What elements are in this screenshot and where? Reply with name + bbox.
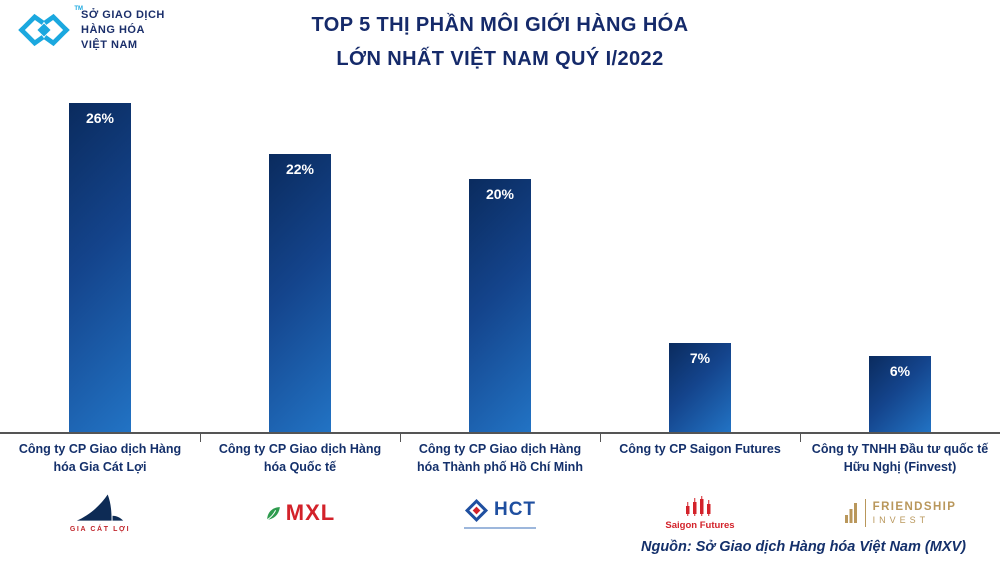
- bar-value-label: 7%: [689, 350, 711, 366]
- gia-cat-loi-wordmark: GIA CÁT LỢI: [69, 526, 131, 534]
- company-logos-row: GIA CÁT LỢI MXL HCT: [0, 480, 1000, 546]
- hct-wordmark: HCT: [493, 499, 537, 521]
- friendship-wordmark: FRIENDSHIP INVEST: [873, 501, 957, 525]
- bar-chart-plot-area: 26% 22% 20% 7% 6%: [0, 96, 1000, 432]
- mxv-diamond-icon: [18, 14, 70, 47]
- bar-column-2: 22%: [200, 154, 400, 432]
- x-axis: Công ty CP Giao dịch Hàng hóa Gia Cát Lợ…: [0, 432, 1000, 476]
- mxl-wordmark: MXL: [285, 500, 336, 526]
- bar-value-label: 6%: [889, 363, 911, 379]
- bar-saigon-futures: 7%: [669, 343, 731, 432]
- category-label-3: Công ty CP Giao dịch Hàng hóa Thành phố …: [417, 442, 583, 475]
- category-label-1: Công ty CP Giao dịch Hàng hóa Gia Cát Lợ…: [18, 442, 182, 475]
- mxv-brand-text: SỞ GIAO DỊCH HÀNG HÓA VIỆT NAM: [81, 8, 165, 53]
- friendship-line-2: INVEST: [872, 515, 930, 526]
- bar-column-4: 7%: [600, 343, 800, 432]
- mxv-brand-logo: TM SỞ GIAO DỊCH HÀNG HÓA VIỆT NAM: [16, 6, 165, 53]
- hct-tagline-rule: [464, 526, 536, 529]
- gia-cat-loi-logo: GIA CÁT LỢI: [0, 480, 200, 546]
- category-labels-row: Công ty CP Giao dịch Hàng hóa Gia Cát Lợ…: [0, 434, 1000, 476]
- brand-line-1: SỞ GIAO DỊCH: [81, 9, 165, 21]
- brand-line-3: VIỆT NAM: [81, 38, 138, 51]
- brand-line-2: HÀNG HÓA: [81, 23, 145, 36]
- friendship-divider: [864, 499, 866, 528]
- bar-quoc-te: 22%: [269, 154, 331, 432]
- friendship-bars-icon: [844, 503, 857, 524]
- bar-finvest: 6%: [869, 356, 931, 432]
- shark-fin-icon: [76, 494, 124, 521]
- mxl-logo: MXL: [200, 480, 400, 546]
- bar-hct: 20%: [469, 179, 531, 432]
- bar-value-label: 26%: [85, 110, 115, 126]
- category-label-2: Công ty CP Giao dịch Hàng hóa Quốc tế: [218, 442, 382, 475]
- trademark-mark: TM: [74, 6, 83, 13]
- category-label-5: Công ty TNHH Đầu tư quốc tế Hữu Nghị (Fi…: [811, 442, 989, 475]
- candlestick-chart-icon: [686, 495, 711, 516]
- hct-diamond-icon: [464, 498, 489, 522]
- friendship-line-1: FRIENDSHIP: [872, 501, 957, 514]
- bar-column-3: 20%: [400, 179, 600, 432]
- mxv-logo-icon: TM: [16, 6, 83, 51]
- bar-gia-cat-loi: 26%: [69, 103, 131, 432]
- hct-logo: HCT: [400, 480, 600, 546]
- saigon-futures-wordmark: Saigon Futures: [665, 519, 735, 531]
- friendship-invest-logo: FRIENDSHIP INVEST: [800, 480, 1000, 546]
- axis-tick: [400, 433, 401, 442]
- mxl-leaf-icon: [266, 506, 280, 521]
- axis-tick: [600, 433, 601, 442]
- bar-column-1: 26%: [0, 103, 200, 432]
- source-note: Nguồn: Sở Giao dịch Hàng hóa Việt Nam (M…: [641, 539, 966, 555]
- axis-tick: [800, 433, 801, 442]
- bar-value-label: 22%: [285, 161, 315, 177]
- bar-column-5: 6%: [800, 356, 1000, 432]
- axis-tick: [200, 433, 201, 442]
- category-label-4: Công ty CP Saigon Futures: [619, 442, 781, 456]
- chart-title: TOP 5 THỊ PHẦN MÔI GIỚI HÀNG HÓA LỚN NHẤ…: [0, 0, 1000, 96]
- saigon-futures-logo: Saigon Futures: [600, 480, 800, 546]
- chart-title-line-1: TOP 5 THỊ PHẦN MÔI GIỚI HÀNG HÓA: [311, 14, 689, 36]
- bar-value-label: 20%: [485, 186, 515, 202]
- chart-title-line-2: LỚN NHẤT VIỆT NAM QUÝ I/2022: [336, 48, 664, 70]
